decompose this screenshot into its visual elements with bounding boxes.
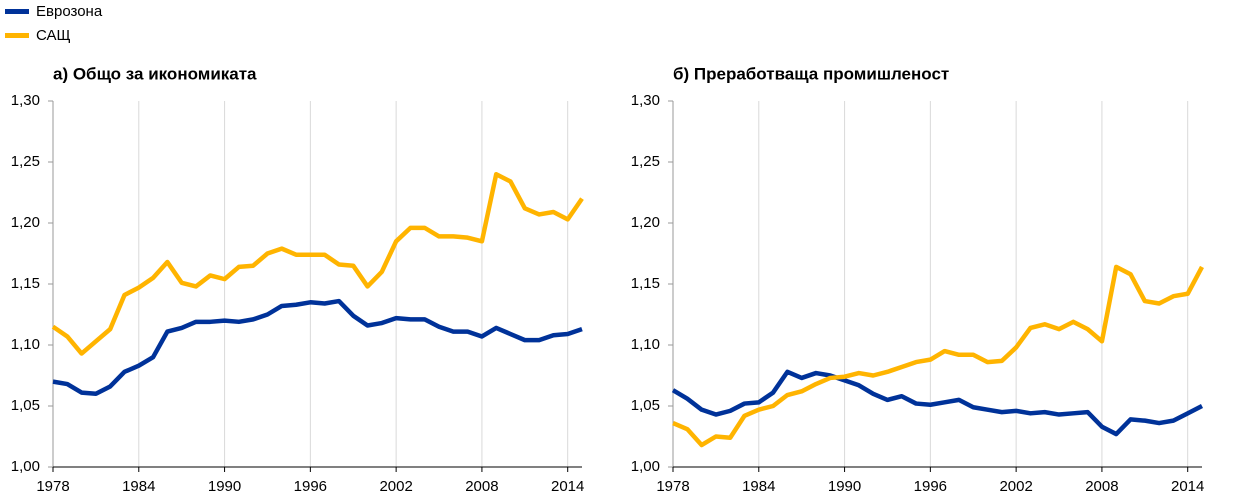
x-tick-label: 1984 (122, 478, 155, 495)
x-tick-label: 1984 (742, 478, 775, 495)
legend-label: Еврозона (36, 3, 103, 20)
y-tick-label: 1,25 (631, 153, 660, 170)
x-tick-label: 2014 (1171, 478, 1204, 495)
x-tick-label: 1990 (208, 478, 241, 495)
y-tick-label: 1,10 (11, 336, 40, 353)
x-tick-label: 2008 (1085, 478, 1118, 495)
y-tick-label: 1,00 (631, 458, 660, 475)
line (672, 264, 1204, 448)
y-tick-label: 1,20 (631, 214, 660, 231)
y-tick-label: 1,05 (631, 397, 660, 414)
y-tick-label: 1,05 (11, 397, 40, 414)
y-tick-label: 1,15 (631, 275, 660, 292)
x-tick-label: 2002 (999, 478, 1032, 495)
y-tick-label: 1,30 (631, 92, 660, 109)
y-tick-label: 1,00 (11, 458, 40, 475)
legend-swatch (5, 33, 29, 38)
y-tick-label: 1,25 (11, 153, 40, 170)
x-tick-label: 2002 (379, 478, 412, 495)
y-tick-label: 1,30 (11, 92, 40, 109)
y-tick-label: 1,15 (11, 275, 40, 292)
x-tick-label: 1996 (294, 478, 327, 495)
y-tick-label: 1,10 (631, 336, 660, 353)
x-tick-label: 2008 (465, 478, 498, 495)
chart-title: б) Преработваща промишленост (673, 64, 949, 83)
legend-label: САЩ (36, 27, 71, 44)
x-tick-label: 2014 (551, 478, 584, 495)
legend-swatch (5, 9, 29, 14)
chart-title: а) Общо за икономиката (53, 64, 257, 83)
line (51, 171, 584, 356)
y-tick-label: 1,20 (11, 214, 40, 231)
x-tick-label: 1978 (656, 478, 689, 495)
line (671, 369, 1204, 437)
x-tick-label: 1990 (828, 478, 861, 495)
x-tick-label: 1996 (914, 478, 947, 495)
line (52, 298, 583, 397)
x-tick-label: 1978 (36, 478, 69, 495)
